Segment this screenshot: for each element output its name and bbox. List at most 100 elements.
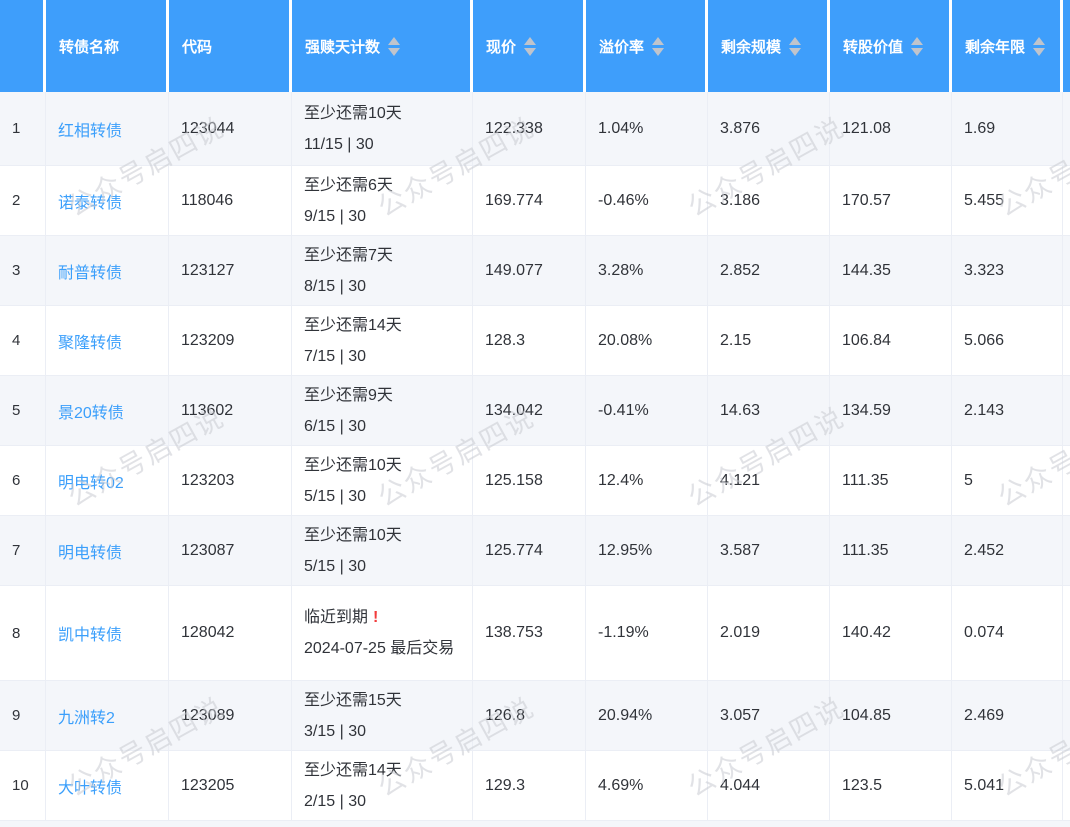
- bond-code-cell: 113602: [169, 376, 292, 446]
- table-row: 5 景20转债 113602 至少还需9天 6/15 | 30 134.042 …: [0, 376, 1070, 446]
- bond-name-link[interactable]: 耐普转债: [58, 264, 123, 282]
- remaining-years-cell: 0.074: [952, 586, 1063, 681]
- conversion-value: 104.85: [842, 706, 891, 724]
- sort-descending-icon[interactable]: [789, 47, 802, 56]
- header-redeem-day-count[interactable]: 强赎天计数: [292, 0, 473, 92]
- sort-icon[interactable]: [652, 36, 665, 56]
- row-number-cell: 3: [0, 236, 46, 306]
- remaining-size-cell: 4.121: [708, 446, 830, 516]
- header-remaining-size[interactable]: 剩余规模: [708, 0, 830, 92]
- bond-name-cell[interactable]: 诺泰转债: [46, 166, 169, 236]
- header-code: 代码: [169, 0, 292, 92]
- conversion-value-cell: 111.35: [830, 516, 952, 586]
- sort-ascending-icon[interactable]: [911, 36, 924, 45]
- bond-name-cell[interactable]: 大叶转债: [46, 751, 169, 821]
- conversion-value-cell: 104.85: [830, 681, 952, 751]
- redeem-line-1: 至少还需7天: [304, 240, 398, 271]
- header-bond-name-label: 转债名称: [59, 38, 120, 56]
- bond-name-link[interactable]: 大叶转债: [58, 779, 123, 797]
- bond-name-link[interactable]: 红相转债: [58, 122, 123, 140]
- redeem-line-1: 临近到期!: [304, 602, 378, 633]
- redeem-status-text: 临近到期: [304, 609, 369, 626]
- bond-name-cell[interactable]: 九洲转2: [46, 681, 169, 751]
- header-clipped-column: [1063, 0, 1070, 92]
- remaining-years: 0.074: [964, 624, 1005, 641]
- bond-name-cell[interactable]: 明电转02: [46, 446, 169, 516]
- bond-code: 123087: [181, 541, 235, 559]
- redeem-day-count-cell: 至少还需7天 8/15 | 30: [292, 236, 473, 306]
- redeem-status-text: 至少还需10天: [304, 526, 402, 544]
- bond-name-cell[interactable]: 景20转债: [46, 376, 169, 446]
- bond-name-cell[interactable]: 红相转债: [46, 92, 169, 166]
- conversion-value: 123.5: [842, 776, 883, 794]
- conversion-value-cell: 121.08: [830, 92, 952, 166]
- bond-name-link[interactable]: 九洲转2: [58, 709, 115, 727]
- header-remaining-years[interactable]: 剩余年限: [952, 0, 1063, 92]
- bond-name-link[interactable]: 聚隆转债: [58, 334, 123, 352]
- row-number: 4: [12, 332, 21, 349]
- row-number: 1: [12, 120, 21, 137]
- header-premium-rate[interactable]: 溢价率: [586, 0, 708, 92]
- premium-rate: -0.41%: [598, 401, 649, 419]
- clipped-column-cell: [1063, 586, 1070, 681]
- redeem-line-1: 至少还需10天: [304, 450, 407, 481]
- current-price-cell: 125.158: [473, 446, 586, 516]
- header-current-price[interactable]: 现价: [473, 0, 586, 92]
- conversion-value: 134.59: [842, 401, 891, 419]
- redeem-line-1: 至少还需6天: [304, 170, 398, 201]
- redeem-line-2: 7/15 | 30: [304, 347, 366, 365]
- sort-descending-icon[interactable]: [1033, 47, 1046, 56]
- bond-name-link[interactable]: 诺泰转债: [58, 194, 123, 212]
- redeem-status-text: 至少还需6天: [304, 176, 393, 194]
- sort-ascending-icon[interactable]: [1033, 36, 1046, 45]
- sort-descending-icon[interactable]: [911, 47, 924, 56]
- clipped-column-cell: [1063, 92, 1070, 166]
- bond-name-cell[interactable]: 耐普转债: [46, 236, 169, 306]
- sort-descending-icon[interactable]: [388, 47, 401, 56]
- clipped-column-cell: [1063, 376, 1070, 446]
- bond-name-link[interactable]: 凯中转债: [58, 627, 123, 644]
- current-price: 134.042: [485, 401, 543, 419]
- header-conversion-value[interactable]: 转股价值: [830, 0, 952, 92]
- bond-name-link[interactable]: 明电转债: [58, 544, 123, 562]
- redeem-status-text: 至少还需7天: [304, 246, 393, 264]
- bond-name-link[interactable]: 景20转债: [58, 404, 124, 422]
- sort-descending-icon[interactable]: [652, 47, 665, 56]
- conversion-value-cell: 111.35: [830, 446, 952, 516]
- bond-name-cell[interactable]: 聚隆转债: [46, 306, 169, 376]
- redeem-status-text: 至少还需10天: [304, 456, 402, 474]
- sort-descending-icon[interactable]: [524, 47, 537, 56]
- bond-name-link[interactable]: 明电转02: [58, 474, 124, 492]
- redeem-status-text: 至少还需14天: [304, 761, 402, 779]
- header-remaining-years-label: 剩余年限: [965, 38, 1026, 56]
- sort-icon[interactable]: [524, 36, 537, 56]
- clipped-column-cell: [1063, 751, 1070, 821]
- sort-ascending-icon[interactable]: [789, 36, 802, 45]
- sort-ascending-icon[interactable]: [524, 36, 537, 45]
- header-current-price-label: 现价: [486, 38, 517, 56]
- sort-icon[interactable]: [1033, 36, 1046, 56]
- sort-icon[interactable]: [388, 36, 401, 56]
- header-blank: [0, 0, 46, 92]
- sort-icon[interactable]: [789, 36, 802, 56]
- sort-icon[interactable]: [911, 36, 924, 56]
- remaining-size: 3.186: [720, 191, 761, 209]
- redeem-line-1: 至少还需10天: [304, 98, 407, 129]
- remaining-size-cell: 2.852: [708, 236, 830, 306]
- bond-code-cell: 128042: [169, 586, 292, 681]
- redeem-day-count-cell: 至少还需14天 7/15 | 30: [292, 306, 473, 376]
- remaining-years: 1.69: [964, 119, 996, 137]
- row-number-cell: 8: [0, 586, 46, 681]
- bond-code: 123203: [181, 471, 235, 489]
- header-bond-name: 转债名称: [46, 0, 169, 92]
- sort-ascending-icon[interactable]: [388, 36, 401, 45]
- bond-name-cell[interactable]: 明电转债: [46, 516, 169, 586]
- redeem-day-count-cell: 至少还需10天 11/15 | 30: [292, 92, 473, 166]
- remaining-years-cell: 2.143: [952, 376, 1063, 446]
- sort-ascending-icon[interactable]: [652, 36, 665, 45]
- premium-rate-cell: 12.95%: [586, 516, 708, 586]
- row-number: 10: [12, 777, 29, 794]
- conversion-value: 106.84: [842, 331, 891, 349]
- premium-rate-cell: -0.41%: [586, 376, 708, 446]
- bond-name-cell[interactable]: 凯中转债: [46, 586, 169, 681]
